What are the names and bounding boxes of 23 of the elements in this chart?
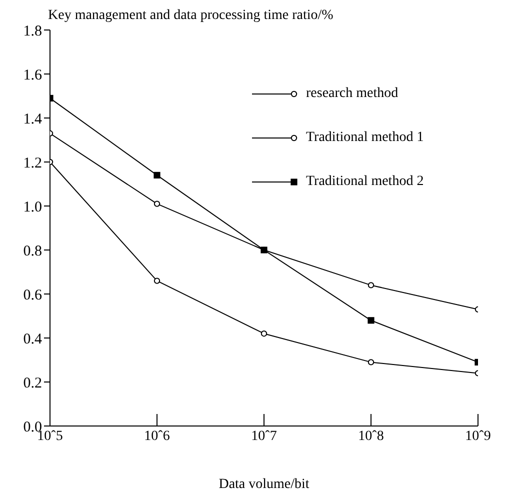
y-tick-label: 0.8 [23,243,42,260]
y-tick-label: 1.0 [23,199,42,216]
x-tick-label: 10ˆ6 [144,428,170,444]
y-tick-label: 1.4 [23,111,42,128]
y-tick-label: 1.8 [23,23,42,40]
y-tick-label: 1.2 [23,155,42,172]
point [368,359,374,366]
point [154,278,160,284]
y-tick-label: 1.6 [23,67,42,84]
y-axis-title: Key management and data processing time ratio/% [48,8,334,24]
legend-label: Traditional method 1 [306,130,424,146]
y-tick-label: 0.6 [23,287,42,304]
x-tick-label: 10ˆ8 [358,428,384,444]
point [260,330,268,337]
y-tick-label: 0.4 [23,331,42,348]
legend-label: research method [306,86,398,102]
point [154,172,160,178]
x-tick-label: 10ˆ7 [251,428,277,444]
legend-label: Traditional method 2 [306,174,424,190]
y-tick-label: 0.2 [23,375,42,392]
point [368,317,374,324]
x-tick-label: 10ˆ9 [465,428,491,444]
x-axis-title: Data volume/bit [218,477,310,490]
